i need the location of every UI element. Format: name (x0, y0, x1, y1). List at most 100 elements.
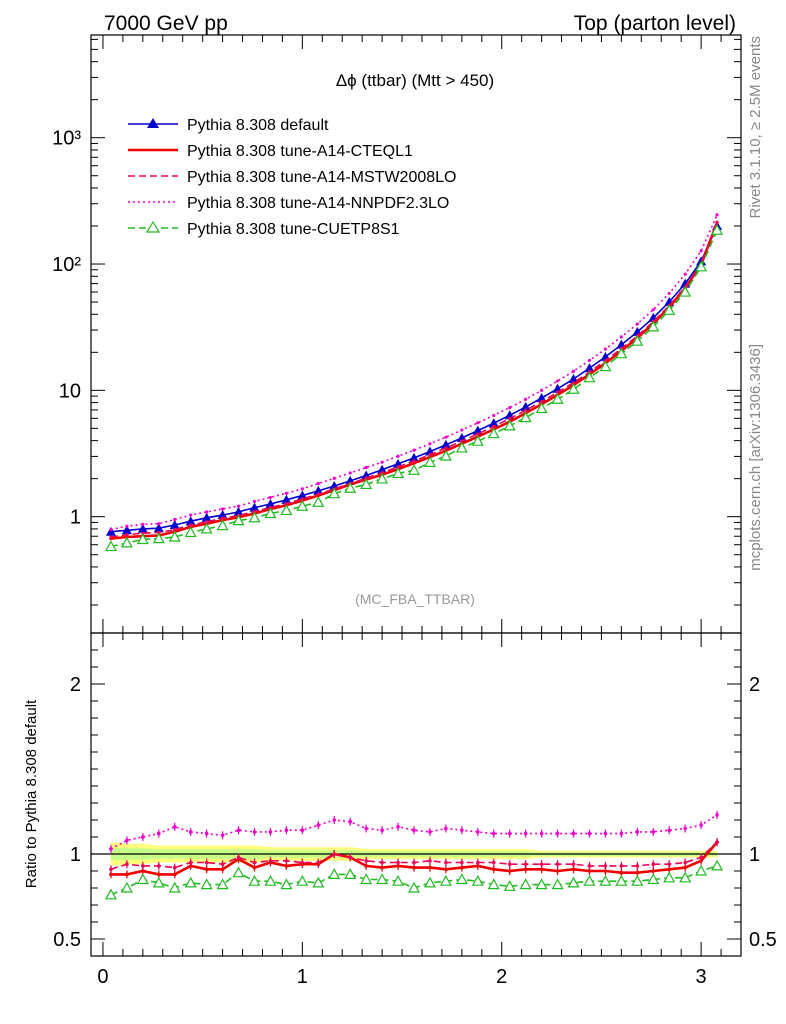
ratio-point (587, 864, 592, 868)
data-point (715, 213, 719, 217)
y-tick-label: 0.5 (53, 929, 81, 951)
ratio-point (711, 859, 724, 871)
data-point (109, 535, 113, 539)
data-point (264, 507, 277, 519)
ratio-point (236, 855, 241, 860)
ratio-y-axis: 0.5 0.5 1 1 2 2 (53, 649, 777, 951)
y-tick-label-right: 2 (749, 674, 760, 696)
ratio-point (667, 828, 672, 832)
ratio-point (619, 864, 624, 868)
ratio-point (284, 864, 289, 868)
ratio-point (156, 831, 161, 836)
ratio-point (539, 862, 544, 866)
ratio-point (232, 866, 245, 878)
data-point (508, 417, 512, 421)
ratio-point (141, 864, 145, 868)
legend-label: Pythia 8.308 tune-A14-MSTW2008LO (187, 169, 456, 186)
ratio-point (188, 860, 193, 865)
ratio-point (555, 862, 560, 866)
ratio-point (188, 830, 193, 834)
ratio-point (380, 860, 384, 865)
ratio-point (683, 826, 687, 831)
data-point (460, 428, 464, 432)
ratio-point (523, 867, 528, 872)
ratio-point (428, 830, 432, 834)
data-point (583, 371, 596, 383)
data-point (551, 393, 564, 404)
data-point (141, 531, 145, 535)
y-tick-label-right: 1 (749, 844, 760, 866)
y-tick-label: 1 (70, 844, 81, 866)
ratio-point (380, 865, 384, 870)
data-point (152, 532, 165, 544)
ratio-point (455, 873, 468, 885)
y-tick-label: 10 (59, 380, 81, 402)
ratio-point (539, 867, 544, 872)
data-point (423, 456, 436, 467)
ratio-point (344, 868, 357, 880)
data-point (249, 502, 260, 512)
plot-title: Δϕ (ttbar) (Mtt > 450) (336, 71, 494, 90)
analysis-watermark: (MC_FBA_TTBAR) (355, 591, 475, 607)
ratio-point (380, 828, 384, 832)
ratio-point (679, 871, 692, 883)
data-point (412, 461, 416, 465)
data-point (316, 492, 320, 496)
data-point (555, 379, 560, 383)
data-point (651, 308, 655, 312)
data-point (679, 285, 692, 297)
ratio-point (328, 868, 341, 880)
ratio-point (200, 878, 213, 890)
data-point (360, 478, 373, 490)
ratio-point (316, 823, 321, 827)
data-point (540, 388, 544, 392)
data-point (265, 498, 276, 508)
ratio-point (651, 869, 656, 873)
data-point (104, 540, 117, 552)
data-point (487, 427, 500, 439)
ratio-point (571, 831, 576, 836)
data-point (380, 460, 384, 464)
ratio-point (125, 838, 129, 843)
data-point (631, 334, 644, 346)
ratio-point (220, 862, 225, 866)
data-point (524, 408, 528, 412)
ratio-point (252, 865, 257, 870)
ratio-point (172, 825, 177, 829)
ratio-point (216, 878, 229, 890)
data-point (316, 481, 320, 486)
data-point (252, 509, 257, 514)
data-point (492, 413, 496, 418)
data-point (141, 522, 145, 526)
ratio-point (587, 831, 592, 836)
ratio-point (396, 825, 400, 829)
ratio-point (507, 869, 512, 873)
ratio-point (220, 867, 225, 872)
data-point (476, 421, 480, 425)
data-point (619, 335, 623, 339)
ratio-point (599, 874, 612, 886)
collision-label: 7000 GeV pp (104, 12, 228, 35)
ratio-point (248, 874, 261, 886)
ratio-point (184, 876, 197, 888)
data-point (236, 504, 241, 508)
ratio-point (491, 860, 496, 865)
legend-label: Pythia 8.308 tune-A14-CTEQL1 (187, 143, 413, 160)
y-tick-label-right: 0.5 (749, 929, 777, 951)
data-point (169, 519, 180, 529)
ratio-point (683, 865, 687, 870)
ratio-point (141, 869, 145, 873)
data-point (428, 442, 432, 446)
ratio-point (476, 830, 480, 834)
series-line-4 (110, 229, 718, 548)
data-point (173, 528, 177, 532)
ratio-point (252, 860, 257, 865)
ratio-point (555, 831, 560, 836)
ratio-point (647, 873, 660, 885)
ratio-point (364, 859, 368, 863)
data-point (281, 494, 292, 504)
data-point (492, 424, 496, 429)
ratio-point (471, 874, 484, 886)
data-point (300, 497, 304, 501)
